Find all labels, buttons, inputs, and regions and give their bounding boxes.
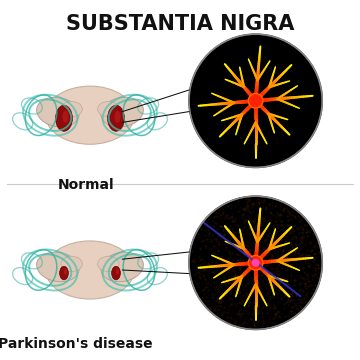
Ellipse shape [116, 268, 119, 275]
Ellipse shape [112, 266, 120, 280]
Ellipse shape [101, 97, 143, 127]
Ellipse shape [63, 111, 68, 123]
Circle shape [189, 34, 322, 167]
Ellipse shape [61, 102, 82, 117]
Ellipse shape [98, 102, 119, 117]
Ellipse shape [101, 252, 143, 282]
Ellipse shape [46, 241, 134, 299]
Ellipse shape [55, 105, 72, 131]
Text: Parkinson's disease: Parkinson's disease [0, 337, 153, 351]
Ellipse shape [64, 268, 67, 275]
Circle shape [252, 259, 260, 267]
Ellipse shape [60, 266, 68, 280]
Circle shape [189, 34, 322, 167]
Ellipse shape [37, 97, 79, 127]
Ellipse shape [108, 105, 125, 131]
Circle shape [248, 94, 263, 108]
Ellipse shape [37, 252, 79, 282]
Ellipse shape [114, 111, 121, 123]
Ellipse shape [61, 256, 82, 271]
Text: Normal: Normal [58, 178, 115, 192]
Ellipse shape [46, 86, 134, 144]
Ellipse shape [98, 256, 119, 271]
Circle shape [189, 196, 322, 329]
Text: SUBSTANTIA NIGRA: SUBSTANTIA NIGRA [66, 14, 294, 35]
Circle shape [248, 256, 263, 270]
Circle shape [189, 196, 322, 329]
